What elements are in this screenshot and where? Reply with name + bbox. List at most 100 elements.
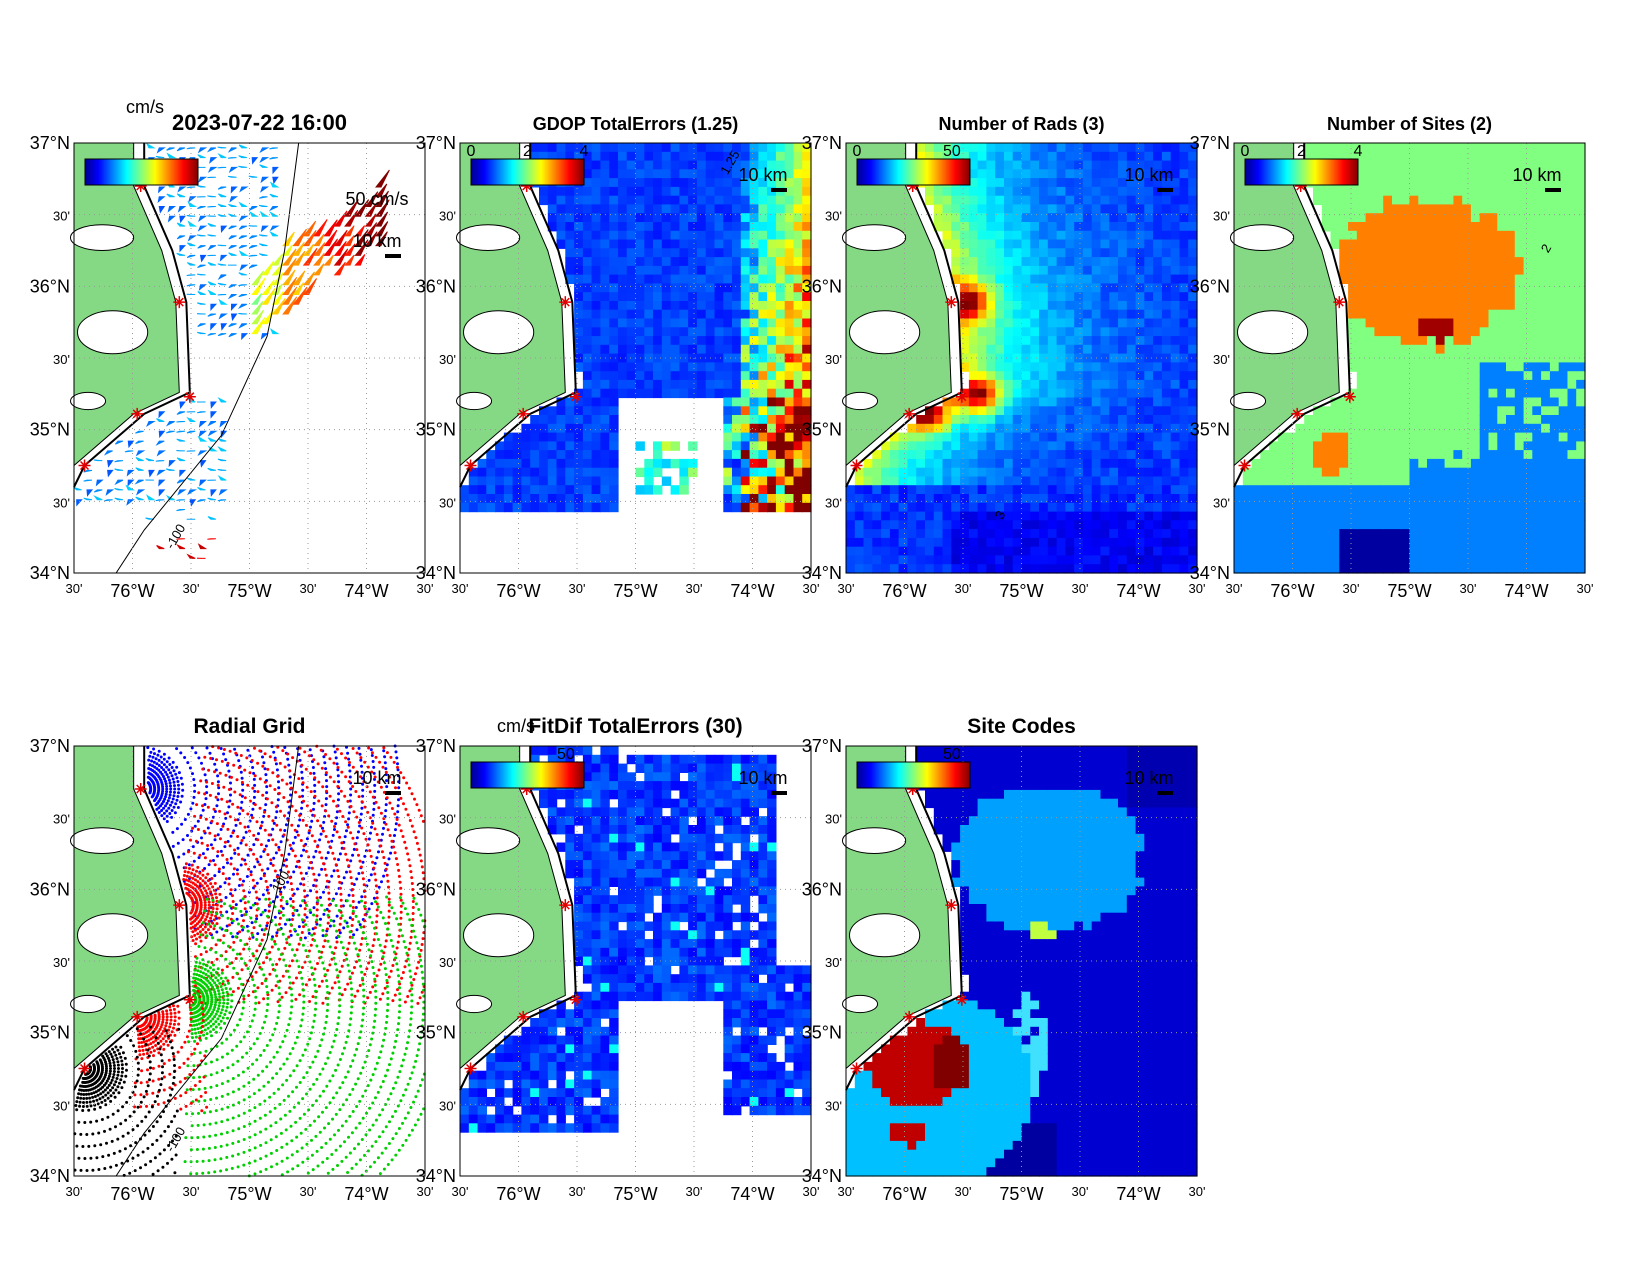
field-cell xyxy=(1180,529,1189,538)
field-cell xyxy=(1313,520,1322,529)
field-cell xyxy=(662,354,671,363)
field-cell xyxy=(1092,398,1101,407)
field-cell xyxy=(1392,564,1401,573)
field-cell xyxy=(785,389,794,398)
field-cell xyxy=(1497,240,1506,249)
field-cell xyxy=(1065,415,1074,424)
field-cell xyxy=(1453,248,1462,257)
field-cell xyxy=(1462,161,1471,170)
field-cell xyxy=(1304,468,1313,477)
field-cell xyxy=(715,345,724,354)
field-cell xyxy=(679,161,688,170)
field-cell xyxy=(1489,459,1498,468)
field-cell xyxy=(1252,477,1261,486)
field-cell xyxy=(1489,240,1498,249)
field-cell xyxy=(1559,477,1568,486)
field-cell xyxy=(750,187,759,196)
field-cell xyxy=(1453,196,1462,205)
field-cell xyxy=(1127,345,1136,354)
field-cell xyxy=(1453,485,1462,494)
field-cell xyxy=(1524,380,1533,389)
field-cell xyxy=(1180,538,1189,547)
field-cell xyxy=(697,362,706,371)
field-cell xyxy=(1506,222,1515,231)
field-cell xyxy=(986,310,995,319)
field-cell xyxy=(1374,564,1383,573)
field-cell xyxy=(1048,371,1057,380)
field-cell xyxy=(1162,143,1171,152)
field-cell xyxy=(679,275,688,284)
field-cell xyxy=(1313,415,1322,424)
field-cell xyxy=(741,231,750,240)
field-cell xyxy=(1445,231,1454,240)
field-cell xyxy=(1339,406,1348,415)
field-cell xyxy=(934,494,943,503)
field-cell xyxy=(1489,468,1498,477)
field-cell xyxy=(1278,538,1287,547)
field-cell xyxy=(697,187,706,196)
field-cell xyxy=(1436,520,1445,529)
field-cell xyxy=(1004,266,1013,275)
field-cell xyxy=(802,169,811,178)
field-cell xyxy=(1083,538,1092,547)
field-cell xyxy=(1004,336,1013,345)
field-cell xyxy=(1480,257,1489,266)
field-cell xyxy=(653,196,662,205)
field-cell xyxy=(732,415,741,424)
field-cell xyxy=(653,301,662,310)
field-cell xyxy=(969,187,978,196)
field-cell xyxy=(1101,362,1110,371)
field-cell xyxy=(1576,283,1585,292)
field-cell xyxy=(1048,477,1057,486)
field-cell xyxy=(539,450,548,459)
field-cell xyxy=(1357,433,1366,442)
field-cell xyxy=(1401,512,1410,521)
field-cell xyxy=(715,266,724,275)
field-cell xyxy=(1022,248,1031,257)
field-cell xyxy=(1453,538,1462,547)
field-cell xyxy=(1013,520,1022,529)
field-cell xyxy=(1180,468,1189,477)
field-cell xyxy=(1065,257,1074,266)
field-cell xyxy=(583,231,592,240)
field-cell xyxy=(785,450,794,459)
field-cell xyxy=(1418,441,1427,450)
field-cell xyxy=(758,371,767,380)
field-cell xyxy=(890,459,899,468)
field-cell xyxy=(1109,494,1118,503)
field-cell xyxy=(1497,477,1506,486)
field-cell xyxy=(1162,547,1171,556)
field-cell xyxy=(1013,275,1022,284)
field-cell xyxy=(951,415,960,424)
field-cell xyxy=(1462,240,1471,249)
field-cell xyxy=(1180,143,1189,152)
field-cell xyxy=(1118,380,1127,389)
field-cell xyxy=(1260,538,1269,547)
field-cell xyxy=(776,240,785,249)
colorbar-tick: 50 xyxy=(943,143,961,160)
field-cell xyxy=(1348,204,1357,213)
field-cell xyxy=(662,266,671,275)
field-cell xyxy=(636,178,645,187)
field-cell xyxy=(1048,187,1057,196)
field-cell xyxy=(583,450,592,459)
field-cell xyxy=(1162,415,1171,424)
field-cell xyxy=(1568,161,1577,170)
field-cell xyxy=(969,477,978,486)
field-cell xyxy=(1057,169,1066,178)
field-cell xyxy=(758,257,767,266)
field-cell xyxy=(521,503,530,512)
field-cell xyxy=(1515,485,1524,494)
field-cell xyxy=(1136,362,1145,371)
field-cell xyxy=(1136,389,1145,398)
field-cell xyxy=(986,283,995,292)
field-cell xyxy=(688,336,697,345)
field-cell xyxy=(1506,240,1515,249)
field-cell xyxy=(1101,520,1110,529)
field-cell xyxy=(1541,336,1550,345)
field-cell xyxy=(1427,196,1436,205)
field-cell xyxy=(644,362,653,371)
field-cell xyxy=(986,459,995,468)
field-cell xyxy=(1410,248,1419,257)
field-cell xyxy=(732,485,741,494)
